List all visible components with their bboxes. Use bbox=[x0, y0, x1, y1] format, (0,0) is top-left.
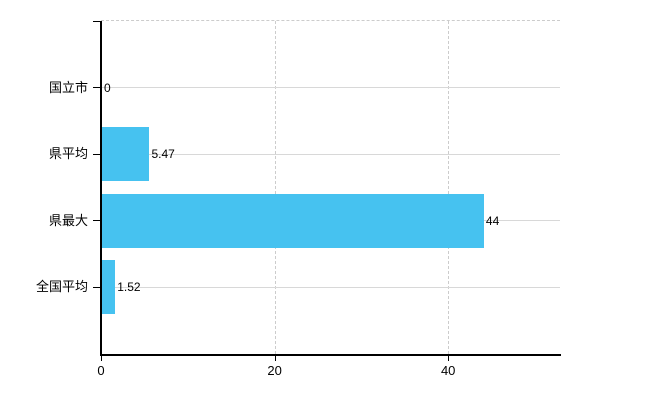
y-tick bbox=[93, 87, 100, 89]
bar bbox=[102, 260, 116, 315]
y-tick bbox=[93, 20, 100, 22]
value-label: 5.47 bbox=[151, 147, 175, 162]
category-label: 全国平均 bbox=[35, 279, 88, 295]
x-tick-label: 40 bbox=[440, 363, 456, 378]
h-gridline bbox=[101, 286, 560, 288]
value-label: 0 bbox=[104, 80, 111, 95]
x-tick bbox=[274, 356, 276, 361]
x-tick bbox=[448, 356, 450, 361]
h-gridline bbox=[101, 87, 560, 89]
x-tick bbox=[101, 356, 102, 361]
value-label: 44 bbox=[485, 213, 500, 228]
bar bbox=[102, 127, 150, 182]
v-gridline bbox=[274, 21, 276, 354]
v-gridline bbox=[448, 21, 450, 354]
category-label: 県平均 bbox=[48, 146, 88, 162]
plot-top-border bbox=[101, 20, 560, 21]
x-axis bbox=[100, 354, 561, 356]
y-tick bbox=[93, 286, 100, 288]
category-label: 県最大 bbox=[48, 212, 88, 228]
value-label: 1.52 bbox=[117, 280, 141, 295]
x-tick-label: 0 bbox=[97, 363, 105, 378]
bar bbox=[102, 193, 484, 248]
x-tick-label: 20 bbox=[267, 363, 282, 378]
y-tick bbox=[93, 220, 100, 222]
h-gridline bbox=[101, 153, 560, 155]
y-tick bbox=[93, 153, 100, 155]
category-label: 国立市 bbox=[48, 79, 88, 95]
y-axis bbox=[100, 21, 102, 354]
